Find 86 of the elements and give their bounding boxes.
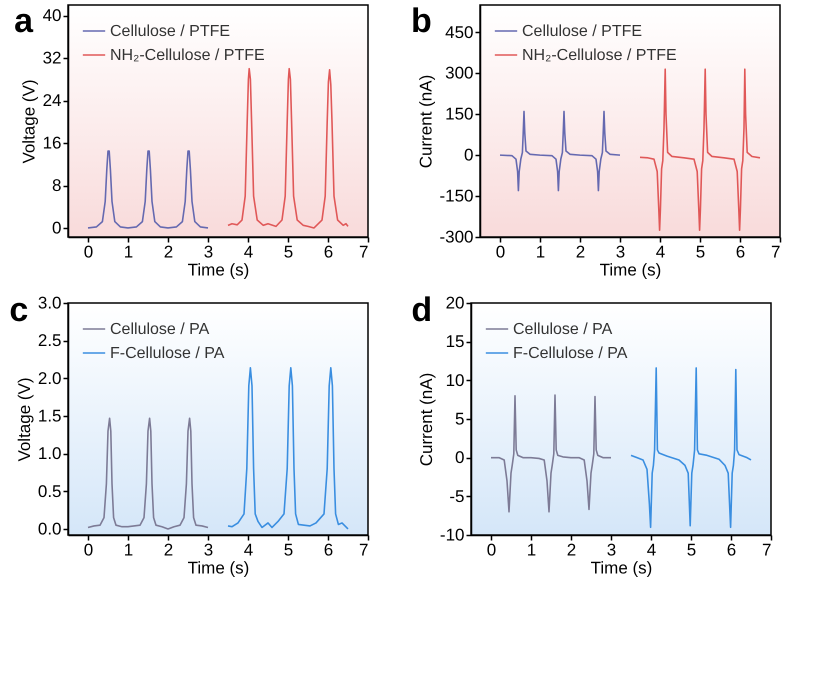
legend-label: Cellulose / PA bbox=[110, 321, 210, 338]
y-tick-label: 24 bbox=[42, 91, 62, 110]
x-tick-label: 1 bbox=[536, 242, 546, 262]
x-tick-label: 6 bbox=[726, 540, 736, 560]
chart-title: c bbox=[9, 291, 28, 329]
y-tick-label: 2.5 bbox=[38, 331, 62, 350]
line-series bbox=[87, 150, 209, 229]
line-series bbox=[227, 366, 349, 530]
legend-label: NH₂-Cellulose / PTFE bbox=[110, 47, 265, 64]
x-tick-label: 6 bbox=[324, 540, 334, 560]
x-tick-label: 6 bbox=[736, 242, 746, 262]
x-tick-label: 4 bbox=[244, 242, 254, 262]
y-tick-label: 1.5 bbox=[38, 406, 62, 426]
x-tick-label: 7 bbox=[359, 242, 368, 262]
x-tick-label: 0 bbox=[84, 540, 94, 560]
y-tick-label: 40 bbox=[42, 6, 62, 26]
y-tick-label: -5 bbox=[449, 486, 464, 506]
y-axis-title: Current (nA) bbox=[416, 372, 436, 466]
y-tick-label: 2.0 bbox=[38, 368, 62, 388]
line-series bbox=[87, 417, 209, 530]
y-tick-label: 450 bbox=[445, 22, 474, 42]
x-tick-label: 2 bbox=[566, 540, 576, 560]
x-axis-title: Time (s) bbox=[600, 260, 662, 280]
y-tick-label: 3.0 bbox=[38, 294, 62, 312]
y-tick-label: 5 bbox=[455, 410, 464, 428]
x-tick-label: 5 bbox=[284, 540, 294, 560]
x-tick-label: 1 bbox=[124, 540, 134, 560]
chart-title: a bbox=[14, 2, 34, 40]
x-tick-label: 7 bbox=[359, 540, 368, 560]
x-tick-label: 5 bbox=[686, 540, 696, 560]
x-tick-label: 0 bbox=[84, 242, 94, 262]
y-tick-label: 150 bbox=[445, 104, 474, 124]
x-tick-label: 6 bbox=[324, 242, 334, 262]
x-tick-label: 4 bbox=[656, 242, 666, 262]
x-tick-label: 7 bbox=[771, 242, 780, 262]
x-tick-label: 4 bbox=[646, 540, 656, 560]
y-tick-label: 32 bbox=[42, 48, 62, 68]
y-tick-label: 15 bbox=[446, 332, 464, 352]
y-tick-label: 0 bbox=[52, 218, 62, 238]
chart-title: d bbox=[411, 291, 432, 329]
legend-label: F-Cellulose / PA bbox=[513, 345, 628, 362]
y-axis-title: Voltage (V) bbox=[20, 79, 39, 164]
legend-label: F-Cellulose / PA bbox=[110, 345, 225, 362]
legend-label: Cellulose / PTFE bbox=[110, 23, 230, 40]
x-tick-label: 2 bbox=[576, 242, 586, 262]
y-tick-label: -300 bbox=[439, 228, 474, 246]
y-tick-label: 0 bbox=[464, 146, 474, 165]
x-axis-title: Time (s) bbox=[188, 260, 250, 280]
line-series bbox=[499, 110, 621, 192]
y-tick-label: 16 bbox=[42, 134, 62, 153]
x-tick-label: 3 bbox=[204, 540, 214, 560]
x-tick-label: 4 bbox=[244, 540, 254, 560]
line-series bbox=[639, 68, 761, 231]
y-tick-label: 0 bbox=[455, 448, 464, 468]
line-series bbox=[630, 367, 752, 528]
line-series bbox=[490, 394, 612, 513]
y-tick-label: -10 bbox=[440, 526, 464, 544]
legend-label: Cellulose / PA bbox=[513, 321, 613, 338]
legend-label: NH₂-Cellulose / PTFE bbox=[522, 47, 677, 64]
legend-label: Cellulose / PTFE bbox=[522, 23, 642, 40]
y-axis-title: Current (nA) bbox=[416, 74, 436, 168]
x-tick-label: 2 bbox=[164, 242, 174, 262]
y-tick-label: 8 bbox=[52, 176, 62, 196]
y-tick-label: 0.5 bbox=[38, 482, 62, 501]
line-series bbox=[227, 68, 349, 229]
y-tick-label: 300 bbox=[445, 64, 474, 83]
x-tick-label: 1 bbox=[124, 242, 134, 262]
x-axis-title: Time (s) bbox=[590, 558, 652, 578]
y-tick-label: 1.0 bbox=[38, 444, 62, 464]
x-tick-label: 7 bbox=[762, 540, 772, 560]
x-tick-label: 0 bbox=[496, 242, 506, 262]
y-tick-label: 20 bbox=[446, 294, 464, 312]
x-tick-label: 2 bbox=[164, 540, 174, 560]
y-axis-title: Voltage (V) bbox=[14, 377, 34, 462]
x-tick-label: 3 bbox=[616, 242, 626, 262]
x-tick-label: 3 bbox=[606, 540, 616, 560]
x-tick-label: 5 bbox=[696, 242, 706, 262]
y-tick-label: 10 bbox=[446, 370, 464, 390]
x-tick-label: 3 bbox=[204, 242, 214, 262]
x-tick-label: 5 bbox=[284, 242, 294, 262]
y-tick-label: -150 bbox=[439, 186, 474, 206]
x-tick-label: 1 bbox=[526, 540, 536, 560]
x-axis-title: Time (s) bbox=[188, 558, 250, 578]
x-tick-label: 0 bbox=[486, 540, 496, 560]
y-tick-label: 0.0 bbox=[38, 519, 62, 538]
chart-title: b bbox=[410, 2, 432, 40]
